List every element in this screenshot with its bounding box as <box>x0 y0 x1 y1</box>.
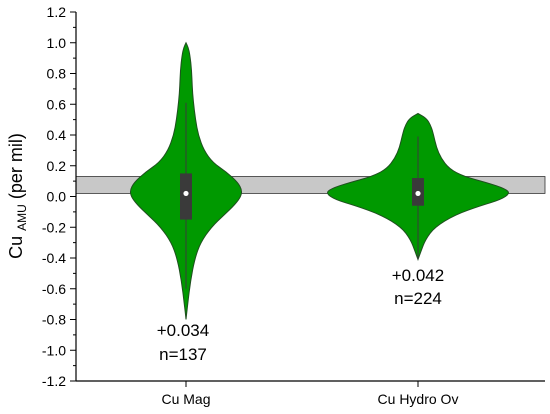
y-tick-label: 0.6 <box>47 96 67 112</box>
y-tick-label: 0.8 <box>47 66 67 82</box>
y-tick-label: 0.4 <box>47 127 67 143</box>
y-tick-label: 1.0 <box>47 35 67 51</box>
mean-annotation-1: +0.034 <box>157 321 209 340</box>
y-tick-label: -0.4 <box>42 250 66 266</box>
y-tick-label: 0.2 <box>47 158 67 174</box>
y-tick-label: -1.0 <box>42 342 66 358</box>
y-tick-label: 1.2 <box>47 4 67 20</box>
y-tick-label: -0.8 <box>42 312 66 328</box>
median-dot-2 <box>415 190 421 197</box>
y-tick-label: -0.2 <box>42 219 66 235</box>
y-tick-label: -1.2 <box>42 373 66 389</box>
y-tick-label: -0.6 <box>42 281 66 297</box>
y-axis-title-subscript: AMU <box>15 204 29 231</box>
x-tick-label: Cu Mag <box>161 391 210 407</box>
y-tick-label: 0.0 <box>47 189 67 205</box>
x-tick-label: Cu Hydro Ov <box>378 391 459 407</box>
y-axis-title: Cu AMU (per mil) <box>6 133 30 259</box>
y-axis-title-suffix: (per mil) <box>6 133 26 199</box>
mean-annotation-2: +0.042 <box>392 266 444 285</box>
median-dot-1 <box>183 190 189 197</box>
iqr-box-1 <box>180 173 192 220</box>
y-axis-title-main: Cu <box>6 236 26 259</box>
n-annotation-2: n=224 <box>394 289 442 308</box>
n-annotation-1: n=137 <box>159 345 207 364</box>
